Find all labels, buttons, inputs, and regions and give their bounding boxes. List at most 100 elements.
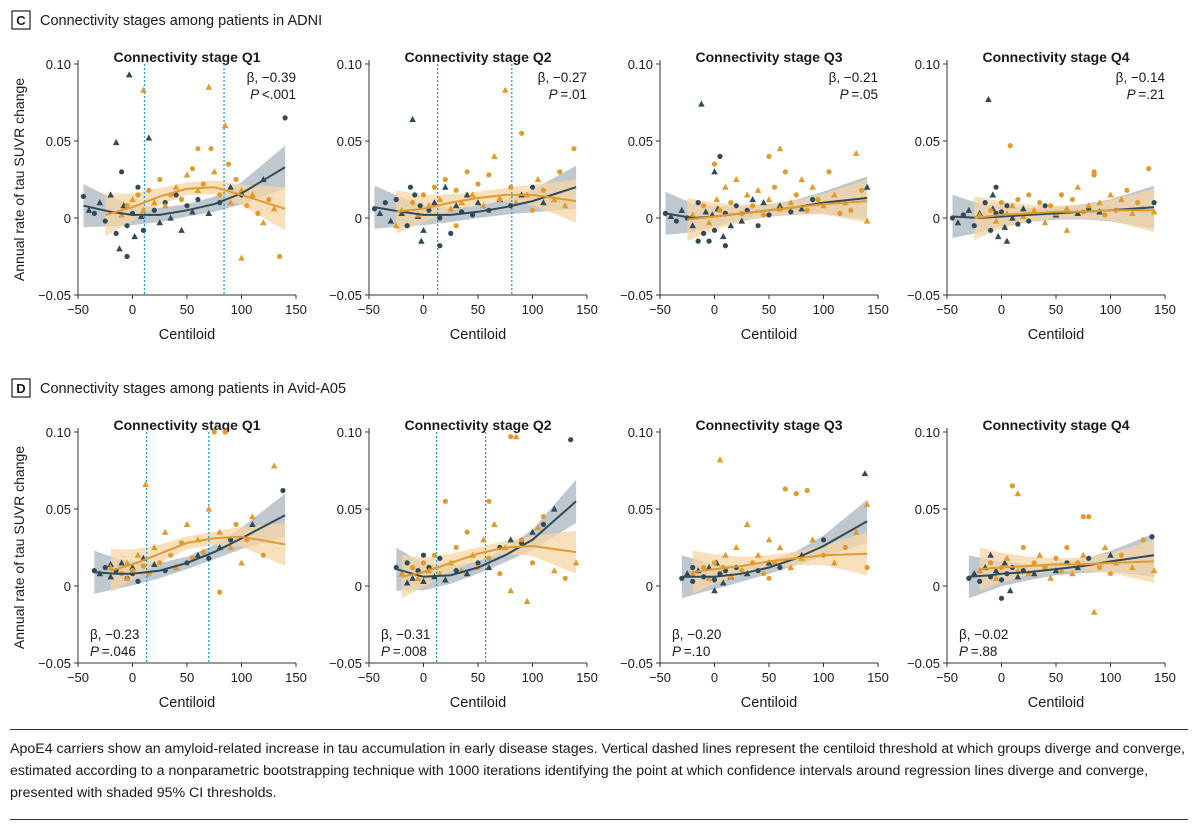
carrier-point [508,434,514,440]
noncarrier-point [135,578,141,584]
carrier-point [1063,226,1071,233]
noncarrier-point [540,521,547,528]
noncarrier-point [1030,570,1038,577]
carrier-point [1053,555,1059,561]
subplot-title: Connectivity stage Q4 [982,417,1129,433]
carrier-point [414,574,422,581]
noncarrier-point [228,537,234,543]
noncarrier-point [540,199,547,206]
noncarrier-point [719,232,727,240]
panel-title: Connectivity stages among patients in AD… [40,13,322,29]
noncarrier-point [1003,237,1011,244]
noncarrier-point [1086,555,1092,561]
carrier-point [260,552,266,558]
carrier-point [551,196,558,203]
carrier-point [1058,192,1065,198]
carrier-point [140,86,147,93]
carrier-ci-band [396,179,577,234]
noncarrier-point [113,230,119,236]
noncarrier-point [135,184,141,190]
y-tick-label: 0.10 [46,57,71,72]
noncarrier-point [698,100,705,107]
noncarrier-point [722,243,729,249]
noncarrier-point [551,505,558,512]
carrier-point [863,217,871,224]
p-value-annotation: P =.21 [1127,87,1165,102]
x-tick-label: 50 [180,302,194,317]
carrier-ci-band [110,522,286,593]
carrier-point [475,181,481,187]
carrier-point [1097,564,1103,571]
panel-letter: D [16,381,25,396]
x-tick-label: 100 [522,670,544,685]
carrier-point [497,196,503,203]
carrier-point [705,219,713,226]
carrier-point [1014,490,1022,497]
y-tick-label: 0.05 [628,502,653,517]
carrier-point [172,183,180,190]
y-axis-label: Annual rate of tau SUVR change [11,446,27,649]
carrier-point [852,149,860,156]
noncarrier-point [863,183,871,190]
noncarrier-point [404,560,410,566]
carrier-point [540,187,547,193]
noncarrier-point [1020,205,1027,212]
carrier-point [716,456,724,463]
noncarrier-point [738,217,746,224]
carrier-point [743,191,751,198]
carrier-point [249,513,256,520]
noncarrier-point [744,207,750,213]
carrier-fit-line [396,193,577,213]
noncarrier-point [1026,218,1032,224]
carrier-point [1047,574,1054,581]
carrier-fit-line [105,186,286,216]
noncarrier-point [156,219,164,226]
y-tick-label: 0 [64,211,71,226]
carrier-ci-band [974,188,1155,240]
x-tick-label: −50 [358,670,380,685]
noncarrier-point [124,253,130,260]
x-tick-label: 50 [1049,670,1063,685]
x-tick-label: 150 [285,302,307,317]
carrier-point [134,551,142,558]
carrier-point [754,186,762,193]
carrier-point [249,191,256,198]
noncarrier-point [420,226,427,233]
x-tick-label: 50 [180,670,194,685]
noncarrier-point [167,214,174,221]
y-tick-label: 0 [355,579,362,594]
y-tick-label: 0 [355,211,362,226]
x-tick-label: 150 [576,670,598,685]
carrier-point [743,520,751,527]
x-tick-label: −50 [649,302,671,317]
noncarrier-point [776,202,784,209]
x-tick-label: 100 [813,302,835,317]
carrier-point [754,551,762,558]
carrier-point [486,555,492,561]
carrier-point [787,199,795,206]
noncarrier-point [711,227,718,233]
noncarrier-point [788,209,794,215]
carrier-point [508,184,514,190]
carrier-point [1042,564,1048,571]
p-value-annotation: P =.10 [672,644,710,659]
carrier-point [1079,551,1087,558]
noncarrier-point [249,520,256,527]
noncarrier-point [85,206,93,213]
noncarrier-point [463,191,471,198]
carrier-point [771,184,778,190]
carrier-point [135,192,141,198]
subplot-title: Connectivity stage Q2 [404,417,551,433]
x-tick-label: 100 [231,302,253,317]
noncarrier-point [702,208,710,215]
carrier-point [540,514,547,520]
x-tick-label: 50 [471,302,485,317]
carrier-point [118,211,125,218]
x-tick-label: 50 [1049,302,1063,317]
carrier-point [705,574,713,581]
y-tick-label: 0.05 [915,502,940,517]
noncarrier-point [437,555,443,561]
carrier-point [216,528,223,535]
noncarrier-point [227,183,234,190]
